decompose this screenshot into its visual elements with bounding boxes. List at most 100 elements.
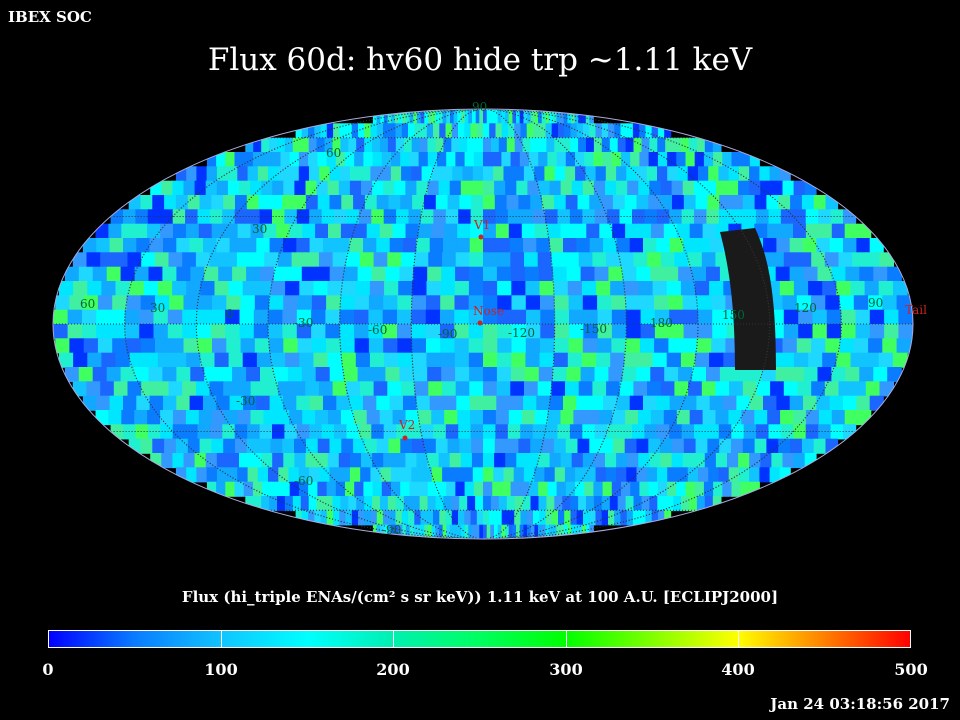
flux-tile [196, 309, 212, 325]
flux-tile [340, 223, 355, 239]
flux-tile [563, 524, 569, 539]
flux-tile [749, 166, 761, 182]
flux-tile [715, 410, 730, 426]
flux-tile [525, 338, 541, 354]
flux-tile [292, 496, 302, 512]
flux-tile [676, 481, 687, 497]
flux-tile [317, 195, 331, 211]
flux-tile [345, 481, 355, 497]
flux-tile [309, 209, 323, 225]
flux-tile [247, 166, 259, 182]
flux-tile [276, 410, 290, 426]
flux-tile [496, 266, 512, 282]
flux-tile [112, 295, 128, 311]
flux-tile [126, 338, 142, 354]
flux-tile [649, 137, 659, 153]
flux-tile [458, 123, 465, 139]
flux-tile [345, 152, 355, 168]
flux-tile [544, 467, 556, 483]
flux-tile [636, 166, 648, 182]
flux-tile [175, 467, 187, 483]
flux-tile [83, 295, 99, 311]
flux-tile [614, 510, 622, 526]
flux-tile [428, 381, 443, 397]
flux-tile [253, 324, 269, 340]
flux-tile [568, 338, 584, 354]
flux-tile [702, 410, 717, 426]
flux-tile [332, 252, 348, 268]
flux-tile [638, 352, 654, 368]
flux-tile [719, 367, 735, 383]
flux-tile [483, 410, 497, 426]
flux-tile [405, 453, 418, 469]
flux-tile [243, 152, 254, 168]
flux-tile [209, 252, 224, 268]
flux-tile [640, 324, 656, 340]
lat-label: -60 [294, 474, 313, 488]
flux-tile [437, 152, 447, 168]
flux-tile [301, 367, 317, 383]
flux-tile [300, 137, 310, 153]
flux-tile [669, 309, 685, 325]
flux-tile [401, 467, 413, 483]
flux-tile [606, 381, 621, 397]
flux-tile [469, 252, 484, 268]
flux-tile [346, 424, 360, 440]
flux-tile [521, 223, 536, 239]
flux-tile [564, 166, 576, 182]
flux-tile [798, 324, 814, 340]
flux-tile [657, 166, 668, 182]
flux-tile [759, 467, 771, 483]
flux-tile [86, 252, 101, 268]
flux-tile [401, 123, 409, 139]
flux-tile [508, 410, 523, 426]
flux-tile [402, 524, 407, 539]
flux-tile [483, 510, 490, 526]
flux-tile [532, 424, 546, 440]
flux-tile [332, 381, 348, 397]
flux-tile [161, 180, 174, 196]
flux-tile [671, 453, 684, 469]
flux-tile [187, 195, 201, 211]
flux-tile [421, 467, 433, 483]
flux-tile [329, 467, 341, 483]
flux-tile [172, 281, 187, 297]
flux-tile [510, 266, 526, 282]
flux-tile [439, 524, 444, 539]
flux-tile [205, 453, 218, 469]
flux-tile [398, 524, 404, 539]
flux-tiles [53, 109, 913, 539]
flux-tile [549, 180, 562, 196]
flux-tile [632, 123, 640, 139]
flux-tile [428, 524, 433, 539]
flux-tile [203, 395, 218, 411]
colorbar [48, 630, 911, 648]
flux-tile [541, 524, 547, 539]
flux-tile [564, 467, 576, 483]
flux-tile [473, 152, 484, 168]
flux-tile [563, 395, 578, 411]
flux-tile [793, 453, 806, 469]
flux-tile [525, 352, 541, 368]
flux-tile [239, 180, 251, 196]
flux-tile [841, 309, 857, 325]
flux-tile [560, 109, 565, 125]
flux-tile [216, 166, 228, 182]
flux-tile [483, 281, 498, 297]
flux-tile [632, 209, 646, 225]
flux-tile [696, 238, 711, 254]
flux-tile [483, 467, 494, 483]
flux-tile [316, 137, 326, 153]
flux-tile [100, 252, 115, 268]
flux-tile [749, 395, 764, 411]
flux-tile [845, 266, 861, 282]
flux-tile [534, 524, 539, 539]
flux-tile [887, 367, 902, 383]
flux-tile [329, 438, 343, 454]
flux-tile [296, 395, 311, 411]
meridian-line [410, 109, 556, 539]
flux-tile [196, 467, 208, 483]
flux-tile [549, 524, 554, 539]
flux-tile [844, 410, 859, 426]
flux-tile [573, 223, 588, 239]
